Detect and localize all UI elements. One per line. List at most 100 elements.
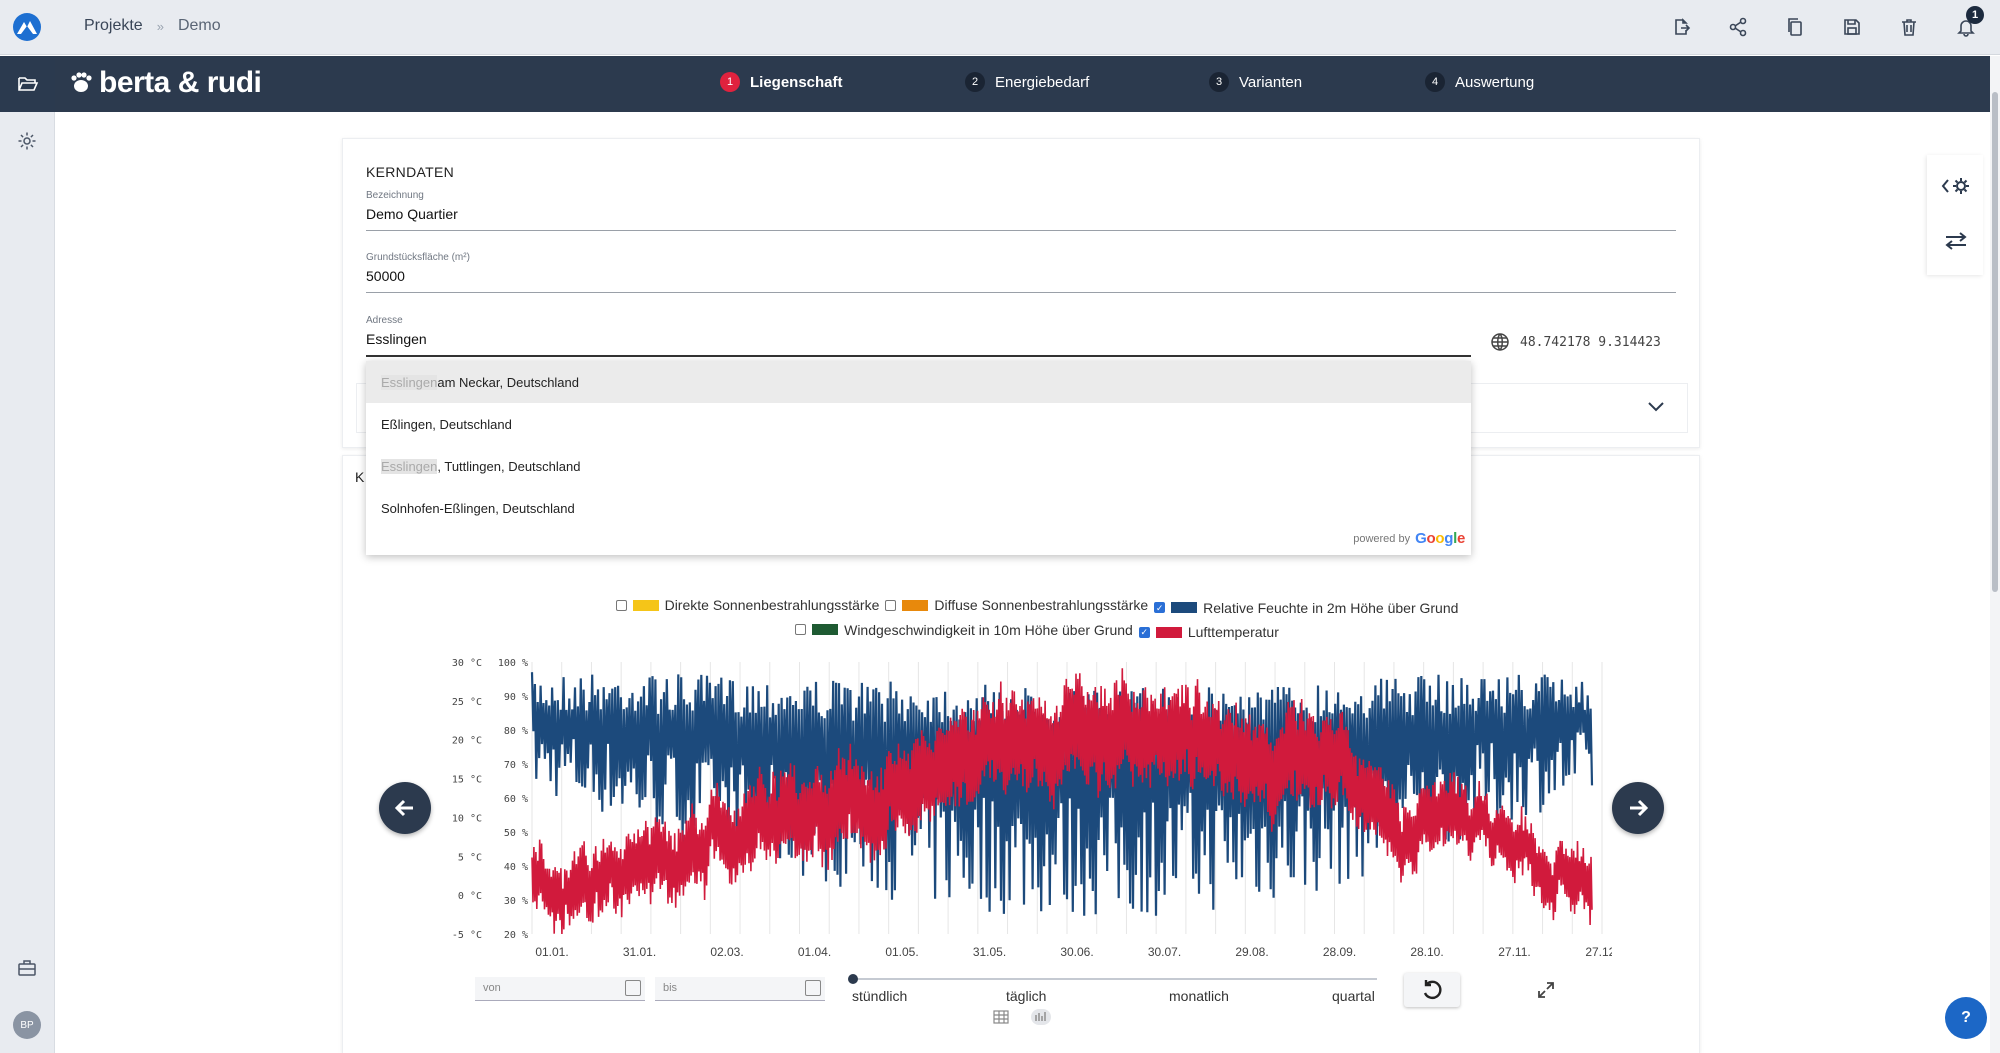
save-icon bbox=[1843, 19, 1860, 35]
autocomplete-rest: Eßlingen, Deutschland bbox=[381, 416, 512, 432]
address-field[interactable]: Adresse Esslingen bbox=[366, 315, 1471, 357]
powered-by-text: powered by bbox=[1353, 532, 1411, 545]
chart-view-icon[interactable] bbox=[1031, 1009, 1051, 1025]
area-field-value[interactable]: 50000 bbox=[366, 268, 405, 284]
autocomplete-option[interactable]: Esslingen, Tuttlingen, Deutschland bbox=[366, 445, 1471, 487]
collapse-settings-icon[interactable] bbox=[1941, 175, 1971, 197]
breadcrumb-projekte[interactable]: Projekte bbox=[84, 17, 143, 34]
save-button[interactable] bbox=[1835, 12, 1868, 42]
help-button[interactable]: ? bbox=[1945, 997, 1987, 1039]
resolution-label[interactable]: quartal bbox=[1332, 988, 1375, 1004]
legend-item[interactable]: ✓ Lufttemperatur bbox=[1138, 621, 1279, 643]
name-field[interactable]: Bezeichnung Demo Quartier bbox=[366, 190, 1676, 231]
checkbox[interactable] bbox=[795, 624, 807, 635]
slider-knob[interactable] bbox=[848, 974, 858, 984]
temperature-series-line bbox=[531, 668, 1593, 935]
notifications-button[interactable]: 1 bbox=[1949, 6, 1984, 42]
nav-toolbox[interactable] bbox=[13, 954, 41, 982]
briefcase-icon bbox=[18, 960, 36, 976]
table-view-icon[interactable] bbox=[993, 1010, 1009, 1024]
date-from-input[interactable]: von bbox=[475, 977, 645, 1001]
legend-swatch bbox=[902, 599, 929, 611]
top-bar: Projekte » Demo 1 bbox=[0, 0, 2000, 55]
autocomplete-option[interactable]: Esslingen am Neckar, Deutschland bbox=[366, 361, 1471, 403]
x-axis-tick: 29.08. bbox=[1235, 945, 1268, 959]
previous-period-button[interactable] bbox=[379, 782, 431, 834]
y-axis-left-tick: 20 °C bbox=[452, 736, 482, 747]
nav-settings[interactable] bbox=[13, 127, 41, 155]
step-liegenschaft[interactable]: 1 Liegenschaft bbox=[720, 72, 843, 92]
step-label: Auswertung bbox=[1455, 73, 1535, 91]
y-axis-left-tick: 10 °C bbox=[452, 813, 482, 824]
x-axis-tick: 28.10. bbox=[1410, 945, 1443, 959]
copy-button[interactable] bbox=[1778, 12, 1811, 42]
checkbox[interactable] bbox=[615, 599, 627, 611]
legend-label: Diffuse Sonnenbestrahlungsstärke bbox=[934, 597, 1149, 613]
address-field-value[interactable]: Esslingen bbox=[366, 331, 427, 347]
paw-icon bbox=[71, 72, 92, 92]
swap-icon[interactable] bbox=[1944, 231, 1968, 251]
step-label: Energiebedarf bbox=[995, 73, 1090, 91]
resolution-label[interactable]: monatlich bbox=[1169, 988, 1229, 1004]
autocomplete-option[interactable]: Eßlingen, Deutschland bbox=[366, 403, 1471, 445]
step-auswertung[interactable]: 4 Auswertung bbox=[1425, 72, 1534, 92]
nav-projects[interactable] bbox=[0, 56, 55, 112]
chevron-down-icon[interactable] bbox=[1647, 398, 1665, 416]
legend-swatch bbox=[632, 599, 659, 611]
calendar-icon[interactable] bbox=[625, 980, 641, 996]
date-to-input[interactable]: bis bbox=[655, 977, 825, 1001]
google-logo-letter: g bbox=[1444, 530, 1454, 547]
user-avatar[interactable]: BP bbox=[13, 1011, 41, 1039]
y-axis-right-tick: 20 % bbox=[504, 930, 528, 941]
calendar-icon[interactable] bbox=[805, 980, 821, 996]
powered-by-google: powered by Google bbox=[1353, 530, 1465, 547]
delete-button[interactable] bbox=[1892, 12, 1925, 42]
step-label: Varianten bbox=[1239, 73, 1303, 91]
next-period-button[interactable] bbox=[1612, 782, 1664, 834]
app-logo-icon[interactable] bbox=[12, 12, 42, 42]
resolution-label[interactable]: täglich bbox=[1006, 988, 1047, 1004]
area-field[interactable]: Grundstücksfläche (m²) 50000 bbox=[366, 252, 1676, 293]
page-scrollbar[interactable] bbox=[1990, 56, 2000, 1053]
name-field-value[interactable]: Demo Quartier bbox=[366, 206, 458, 222]
checkbox[interactable] bbox=[885, 599, 897, 611]
step-varianten[interactable]: 3 Varianten bbox=[1209, 72, 1302, 92]
legend-item[interactable]: Direkte Sonnenbestrahlungsstärke bbox=[615, 594, 879, 616]
resolution-label[interactable]: stündlich bbox=[852, 988, 908, 1004]
scrollbar-thumb[interactable] bbox=[1992, 92, 1998, 592]
legend-item[interactable]: ✓ Relative Feuchte in 2m Höhe über Grund bbox=[1154, 597, 1458, 619]
y-axis-left-tick: 5 °C bbox=[458, 852, 482, 863]
export-button[interactable] bbox=[1664, 12, 1697, 42]
legend-label: Lufttemperatur bbox=[1187, 624, 1279, 640]
address-autocomplete-dropdown: Esslingen am Neckar, Deutschland Eßlinge… bbox=[366, 361, 1471, 555]
trash-icon bbox=[1901, 19, 1916, 36]
chart-legend: Direkte Sonnenbestrahlungsstärke Diffuse … bbox=[520, 594, 1560, 643]
globe-icon[interactable] bbox=[1490, 332, 1510, 352]
checkbox-checked[interactable]: ✓ bbox=[1154, 602, 1166, 613]
toolbar: 1 bbox=[1664, 6, 1984, 42]
google-logo-letter: l bbox=[1453, 530, 1457, 547]
y-axis-right-tick: 50 % bbox=[504, 828, 528, 839]
google-logo-letter: o bbox=[1426, 530, 1436, 547]
legend-item[interactable]: Diffuse Sonnenbestrahlungsstärke bbox=[885, 594, 1148, 616]
y-axis-left-tick: 0 °C bbox=[458, 891, 482, 902]
name-field-label: Bezeichnung bbox=[366, 190, 424, 201]
step-energiebedarf[interactable]: 2 Energiebedarf bbox=[965, 72, 1089, 92]
google-logo-letter: e bbox=[1456, 530, 1465, 547]
section-title: KERNDATEN bbox=[366, 164, 455, 180]
checkbox-checked[interactable]: ✓ bbox=[1138, 626, 1150, 638]
coordinates-value: 48.742178 9.314423 bbox=[1520, 334, 1661, 350]
share-button[interactable] bbox=[1721, 12, 1754, 42]
reset-zoom-button[interactable] bbox=[1404, 973, 1460, 1007]
fullscreen-icon[interactable] bbox=[1536, 980, 1556, 1000]
legend-item[interactable]: Windgeschwindigkeit in 10m Höhe über Gru… bbox=[795, 619, 1133, 641]
autocomplete-rest: , Tuttlingen, Deutschland bbox=[437, 458, 581, 474]
y-axis-left-tick: 15 °C bbox=[452, 775, 482, 786]
x-axis-tick: 01.01. bbox=[535, 945, 568, 959]
legend-swatch bbox=[1155, 626, 1182, 638]
brand-logo: berta & rudi bbox=[69, 66, 262, 100]
autocomplete-option[interactable]: Solnhofen-Eßlingen, Deutschland bbox=[366, 487, 1471, 529]
resolution-slider[interactable] bbox=[848, 974, 1377, 984]
coordinates-display: 48.742178 9.314423 bbox=[1490, 332, 1661, 352]
google-logo-letter: G bbox=[1415, 530, 1427, 547]
